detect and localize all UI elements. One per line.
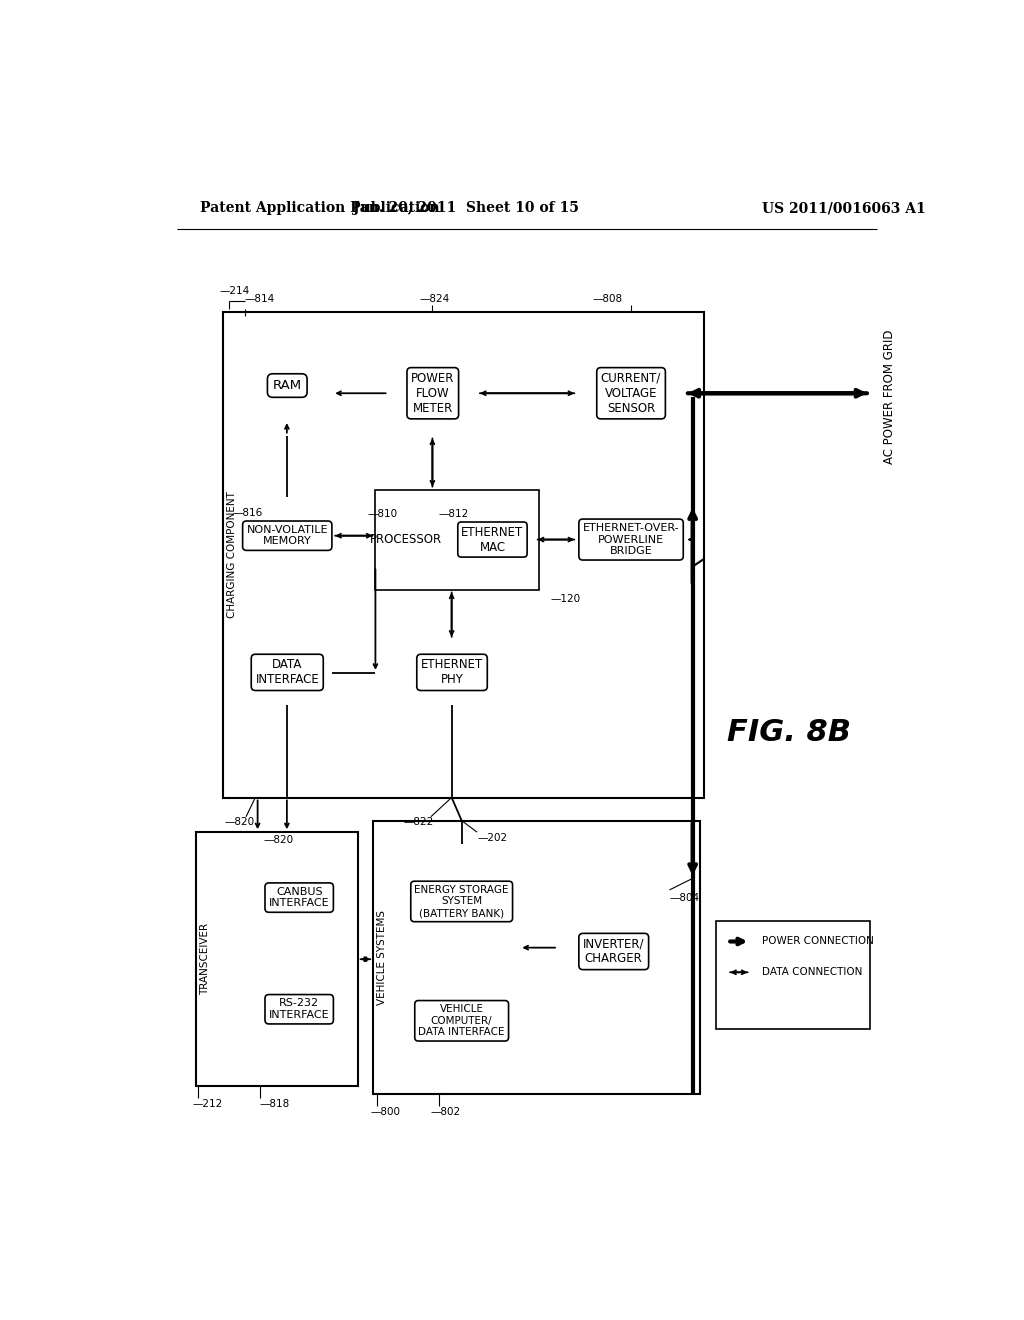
Text: —214: —214: [219, 286, 250, 296]
Bar: [376, 490, 539, 590]
Bar: [223, 313, 705, 797]
Bar: [196, 832, 357, 1086]
Text: ETHERNET
MAC: ETHERNET MAC: [462, 525, 523, 553]
Text: POWER
FLOW
METER: POWER FLOW METER: [411, 372, 455, 414]
Text: INVERTER/
CHARGER: INVERTER/ CHARGER: [583, 937, 644, 965]
Text: Patent Application Publication: Patent Application Publication: [200, 202, 439, 215]
Text: NON-VOLATILE
MEMORY: NON-VOLATILE MEMORY: [247, 525, 328, 546]
Text: —802: —802: [431, 1106, 461, 1117]
Text: PROCESSOR: PROCESSOR: [370, 533, 442, 546]
Text: TRANSCEIVER: TRANSCEIVER: [201, 923, 210, 995]
Text: CANBUS
INTERFACE: CANBUS INTERFACE: [269, 887, 330, 908]
Text: —800: —800: [371, 1106, 400, 1117]
Text: DATA
INTERFACE: DATA INTERFACE: [255, 659, 319, 686]
Text: —818: —818: [260, 1100, 290, 1109]
Text: —812: —812: [438, 510, 469, 519]
Text: CHARGING COMPONENT: CHARGING COMPONENT: [227, 491, 238, 618]
Text: —810: —810: [368, 510, 398, 519]
Text: —816: —816: [232, 508, 262, 517]
Text: ETHERNET
PHY: ETHERNET PHY: [421, 659, 483, 686]
Text: AC POWER FROM GRID: AC POWER FROM GRID: [883, 330, 896, 465]
Text: Jan. 20, 2011  Sheet 10 of 15: Jan. 20, 2011 Sheet 10 of 15: [352, 202, 579, 215]
Text: ENERGY STORAGE
SYSTEM
(BATTERY BANK): ENERGY STORAGE SYSTEM (BATTERY BANK): [415, 884, 509, 917]
Text: RAM: RAM: [272, 379, 302, 392]
Text: VEHICLE
COMPUTER/
DATA INTERFACE: VEHICLE COMPUTER/ DATA INTERFACE: [419, 1005, 505, 1038]
Text: —820: —820: [224, 817, 255, 828]
Text: —808: —808: [593, 293, 623, 304]
Text: RS-232
INTERFACE: RS-232 INTERFACE: [269, 998, 330, 1020]
Text: —202: —202: [477, 833, 507, 842]
Text: —820: —820: [264, 834, 294, 845]
Text: —804: —804: [670, 892, 699, 903]
Bar: [716, 921, 869, 1028]
Text: FIG. 8B: FIG. 8B: [727, 718, 851, 747]
Text: —824: —824: [419, 293, 450, 304]
Text: DATA CONNECTION: DATA CONNECTION: [762, 968, 862, 977]
Text: ETHERNET-OVER-
POWERLINE
BRIDGE: ETHERNET-OVER- POWERLINE BRIDGE: [583, 523, 679, 556]
Text: POWER CONNECTION: POWER CONNECTION: [762, 936, 873, 946]
Text: —120: —120: [551, 594, 581, 603]
Bar: [373, 821, 700, 1094]
Text: —814: —814: [245, 293, 274, 304]
Text: VEHICLE SYSTEMS: VEHICLE SYSTEMS: [378, 909, 387, 1005]
Text: CURRENT/
VOLTAGE
SENSOR: CURRENT/ VOLTAGE SENSOR: [601, 372, 662, 414]
Text: —212: —212: [193, 1100, 222, 1109]
Text: —822: —822: [403, 817, 434, 828]
Text: US 2011/0016063 A1: US 2011/0016063 A1: [762, 202, 926, 215]
